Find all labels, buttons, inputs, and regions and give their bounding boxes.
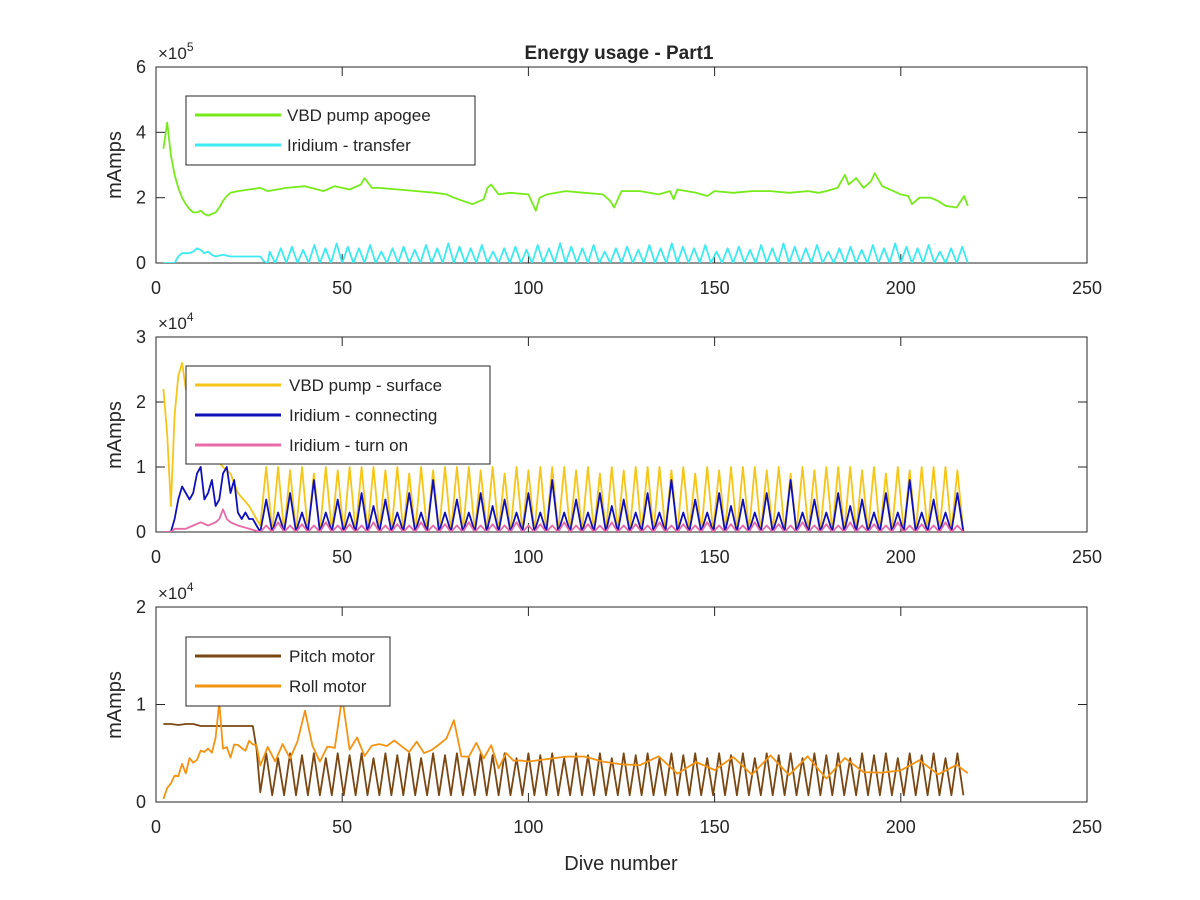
x-tick-label: 150: [700, 817, 730, 837]
axes-3-ticks: 0 50 100 150 200 250 0 1 2: [136, 597, 1102, 837]
x-tick-label: 200: [886, 817, 916, 837]
legend-1-label-iridium-transfer: Iridium - transfer: [287, 136, 411, 155]
legend-1-box: [185, 95, 476, 166]
subplot-2: 0 50 100 150 200 250 0 1 2 3 ×104 mAmps VBD pump …: [104, 310, 1102, 567]
y-exponent-3: ×104: [158, 580, 194, 603]
series-line-vbd-pump-surface: [162, 362, 965, 532]
x-tick-label: 150: [700, 278, 730, 298]
legend-2-label-iridium-connecting: Iridium - connecting: [289, 406, 437, 425]
legend-1: VBD pump apogee Iridium - transfer: [185, 95, 476, 166]
series-line-pitch-motor: [163, 723, 965, 797]
x-tick-label: 50: [332, 817, 352, 837]
x-tick-label: 200: [886, 547, 916, 567]
chart-title: Energy usage - Part1: [524, 43, 713, 64]
x-tick-label: 50: [332, 547, 352, 567]
y-exponent-1: ×105: [158, 40, 194, 63]
x-tick-label: 250: [1072, 278, 1102, 298]
x-tick-label: 0: [151, 547, 161, 567]
y-tick-label: 0: [136, 253, 146, 273]
y-tick-label: 2: [136, 188, 146, 208]
x-tick-label: 200: [886, 278, 916, 298]
axes-2-plot: [162, 362, 965, 532]
y-tick-label: 4: [136, 122, 146, 142]
legend-3-box: [185, 636, 391, 707]
x-tick-label: 0: [151, 278, 161, 298]
y-exponent-2: ×104: [158, 310, 194, 333]
y-exponent-3-base: ×10: [158, 584, 187, 603]
legend-1-label-vbd-pump-apogee: VBD pump apogee: [287, 106, 431, 125]
y-tick-label: 3: [136, 327, 146, 347]
series-line-roll-motor: [162, 696, 969, 800]
x-tick-label: 0: [151, 817, 161, 837]
legend-2: VBD pump - surface Iridium - connecting …: [185, 365, 491, 465]
y-exponent-2-base: ×10: [158, 314, 187, 333]
axes-1-plot: [162, 121, 969, 263]
series-line-vbd-pump-apogee: [162, 121, 969, 217]
y-axis-label-2: mAmps: [104, 401, 126, 469]
legend-2-label-iridium-turn-on: Iridium - turn on: [289, 436, 408, 455]
legend-3-label-roll-motor: Roll motor: [289, 677, 367, 696]
legend-3-label-pitch-motor: Pitch motor: [289, 647, 375, 666]
y-tick-label: 2: [136, 597, 146, 617]
series-line-iridium-connecting: [163, 466, 965, 532]
y-exponent-1-base: ×10: [158, 44, 187, 63]
y-exponent-3-power: 4: [187, 580, 194, 594]
x-axis-label: Dive number: [564, 853, 678, 875]
x-tick-label: 100: [513, 278, 543, 298]
legend-3: Pitch motor Roll motor: [185, 636, 391, 707]
y-tick-label: 0: [136, 792, 146, 812]
axes-3-plot: [162, 696, 969, 800]
subplot-1: Energy usage - Part1 0 50 100 150 200 250 0 2 4 6…: [104, 40, 1102, 298]
y-axis-label-3: mAmps: [104, 671, 126, 739]
x-tick-label: 50: [332, 278, 352, 298]
x-tick-label: 150: [700, 547, 730, 567]
y-tick-label: 1: [136, 695, 146, 715]
series-line-iridium-transfer: [163, 242, 969, 263]
y-tick-label: 0: [136, 522, 146, 542]
x-tick-label: 250: [1072, 547, 1102, 567]
y-tick-label: 6: [136, 57, 146, 77]
x-tick-label: 250: [1072, 817, 1102, 837]
y-axis-label-1: mAmps: [104, 131, 126, 199]
y-exponent-2-power: 4: [187, 310, 194, 324]
subplot-3: 0 50 100 150 200 250 0 1 2 ×104 mAmps Dive numbe…: [104, 580, 1102, 875]
y-tick-label: 2: [136, 392, 146, 412]
x-tick-label: 100: [513, 817, 543, 837]
y-tick-label: 1: [136, 457, 146, 477]
axes-2-ticks: 0 50 100 150 200 250 0 1 2 3: [136, 327, 1102, 567]
legend-2-label-vbd-pump-surface: VBD pump - surface: [289, 376, 442, 395]
y-exponent-1-power: 5: [187, 40, 194, 54]
x-tick-label: 100: [513, 547, 543, 567]
axes-1-ticks: 0 50 100 150 200 250 0 2 4 6: [136, 57, 1102, 298]
